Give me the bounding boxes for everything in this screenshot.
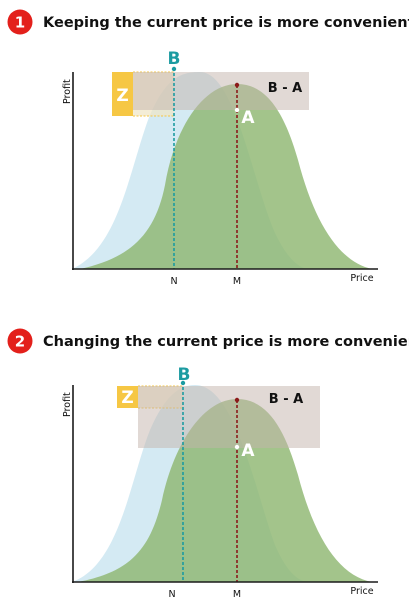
panel-title-2: Changing the current price is more conve… bbox=[43, 334, 409, 350]
z-box-2 bbox=[117, 386, 138, 408]
ba-box-1 bbox=[133, 72, 309, 110]
a-point-1 bbox=[234, 107, 240, 113]
label-a-2: A bbox=[241, 441, 255, 461]
label-a-1: A bbox=[241, 108, 255, 128]
x-axis-label-2: Price bbox=[350, 586, 373, 597]
y-axis-label-1: Profit bbox=[62, 79, 73, 104]
dark-curve-2 bbox=[78, 399, 372, 582]
tick-m-2: M bbox=[233, 589, 241, 600]
label-ba-1: B - A bbox=[268, 81, 302, 96]
label-z-2: Z bbox=[121, 388, 133, 408]
x-axis-label-1: Price bbox=[350, 273, 373, 284]
label-ba-2: B - A bbox=[269, 392, 303, 407]
m-point-1 bbox=[234, 82, 240, 88]
ba-box-2 bbox=[138, 386, 320, 448]
y-axis-label-2: Profit bbox=[62, 392, 73, 417]
tick-m-1: M bbox=[233, 276, 241, 287]
label-z-1: Z bbox=[116, 86, 128, 106]
tick-n-2: N bbox=[168, 589, 175, 600]
b-point-1 bbox=[171, 66, 177, 72]
label-b-2: B bbox=[178, 365, 191, 385]
panel-1: 1 Keeping the current price is more conv… bbox=[7, 9, 409, 287]
panel-2: 2 Changing the current price is more con… bbox=[7, 328, 409, 600]
badge-1 bbox=[7, 9, 33, 35]
m-point-2 bbox=[234, 397, 240, 403]
z-box-1 bbox=[112, 72, 133, 116]
dark-curve-1 bbox=[80, 84, 372, 269]
badge-number-1: 1 bbox=[15, 14, 25, 32]
badge-number-2: 2 bbox=[15, 333, 25, 351]
panel-title-1: Keeping the current price is more conven… bbox=[43, 15, 409, 31]
a-point-2 bbox=[234, 444, 240, 450]
tick-n-1: N bbox=[170, 276, 177, 287]
label-b-1: B bbox=[168, 49, 181, 69]
b-point-2 bbox=[180, 380, 186, 386]
badge-2 bbox=[7, 328, 33, 354]
